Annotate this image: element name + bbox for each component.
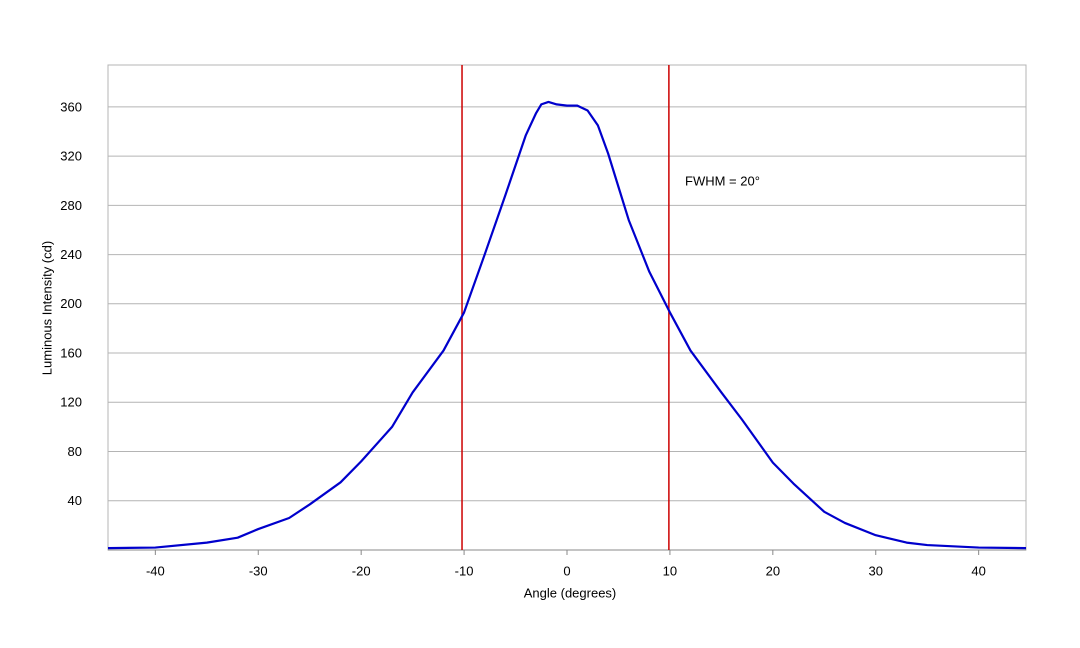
x-tick-label: -30 (249, 563, 268, 578)
x-axis-label: Angle (degrees) (524, 585, 617, 600)
y-tick-label: 120 (60, 395, 82, 410)
annotation: FWHM = 20° (685, 173, 760, 188)
y-tick-label: 160 (60, 345, 82, 360)
x-tick-label: 30 (869, 563, 883, 578)
y-tick-label: 240 (60, 247, 82, 262)
data-line (107, 100, 1027, 550)
y-tick-label: 360 (60, 99, 82, 114)
y-tick-label: 280 (60, 198, 82, 213)
y-tick-label: 200 (60, 296, 82, 311)
x-tick-label: 40 (971, 563, 985, 578)
y-axis-label: Luminous Intensity (cd) (39, 241, 54, 375)
plot-frame (107, 64, 1027, 551)
x-tick-label: -40 (146, 563, 165, 578)
y-tick-label: 80 (68, 444, 82, 459)
x-tick-label: 10 (663, 563, 677, 578)
x-tick-label: 20 (766, 563, 780, 578)
x-tick-label: -20 (352, 563, 371, 578)
y-tick-label: 320 (60, 149, 82, 164)
x-tick-label: 0 (563, 563, 570, 578)
y-tick-label: 40 (68, 493, 82, 508)
x-tick-label: -10 (455, 563, 474, 578)
